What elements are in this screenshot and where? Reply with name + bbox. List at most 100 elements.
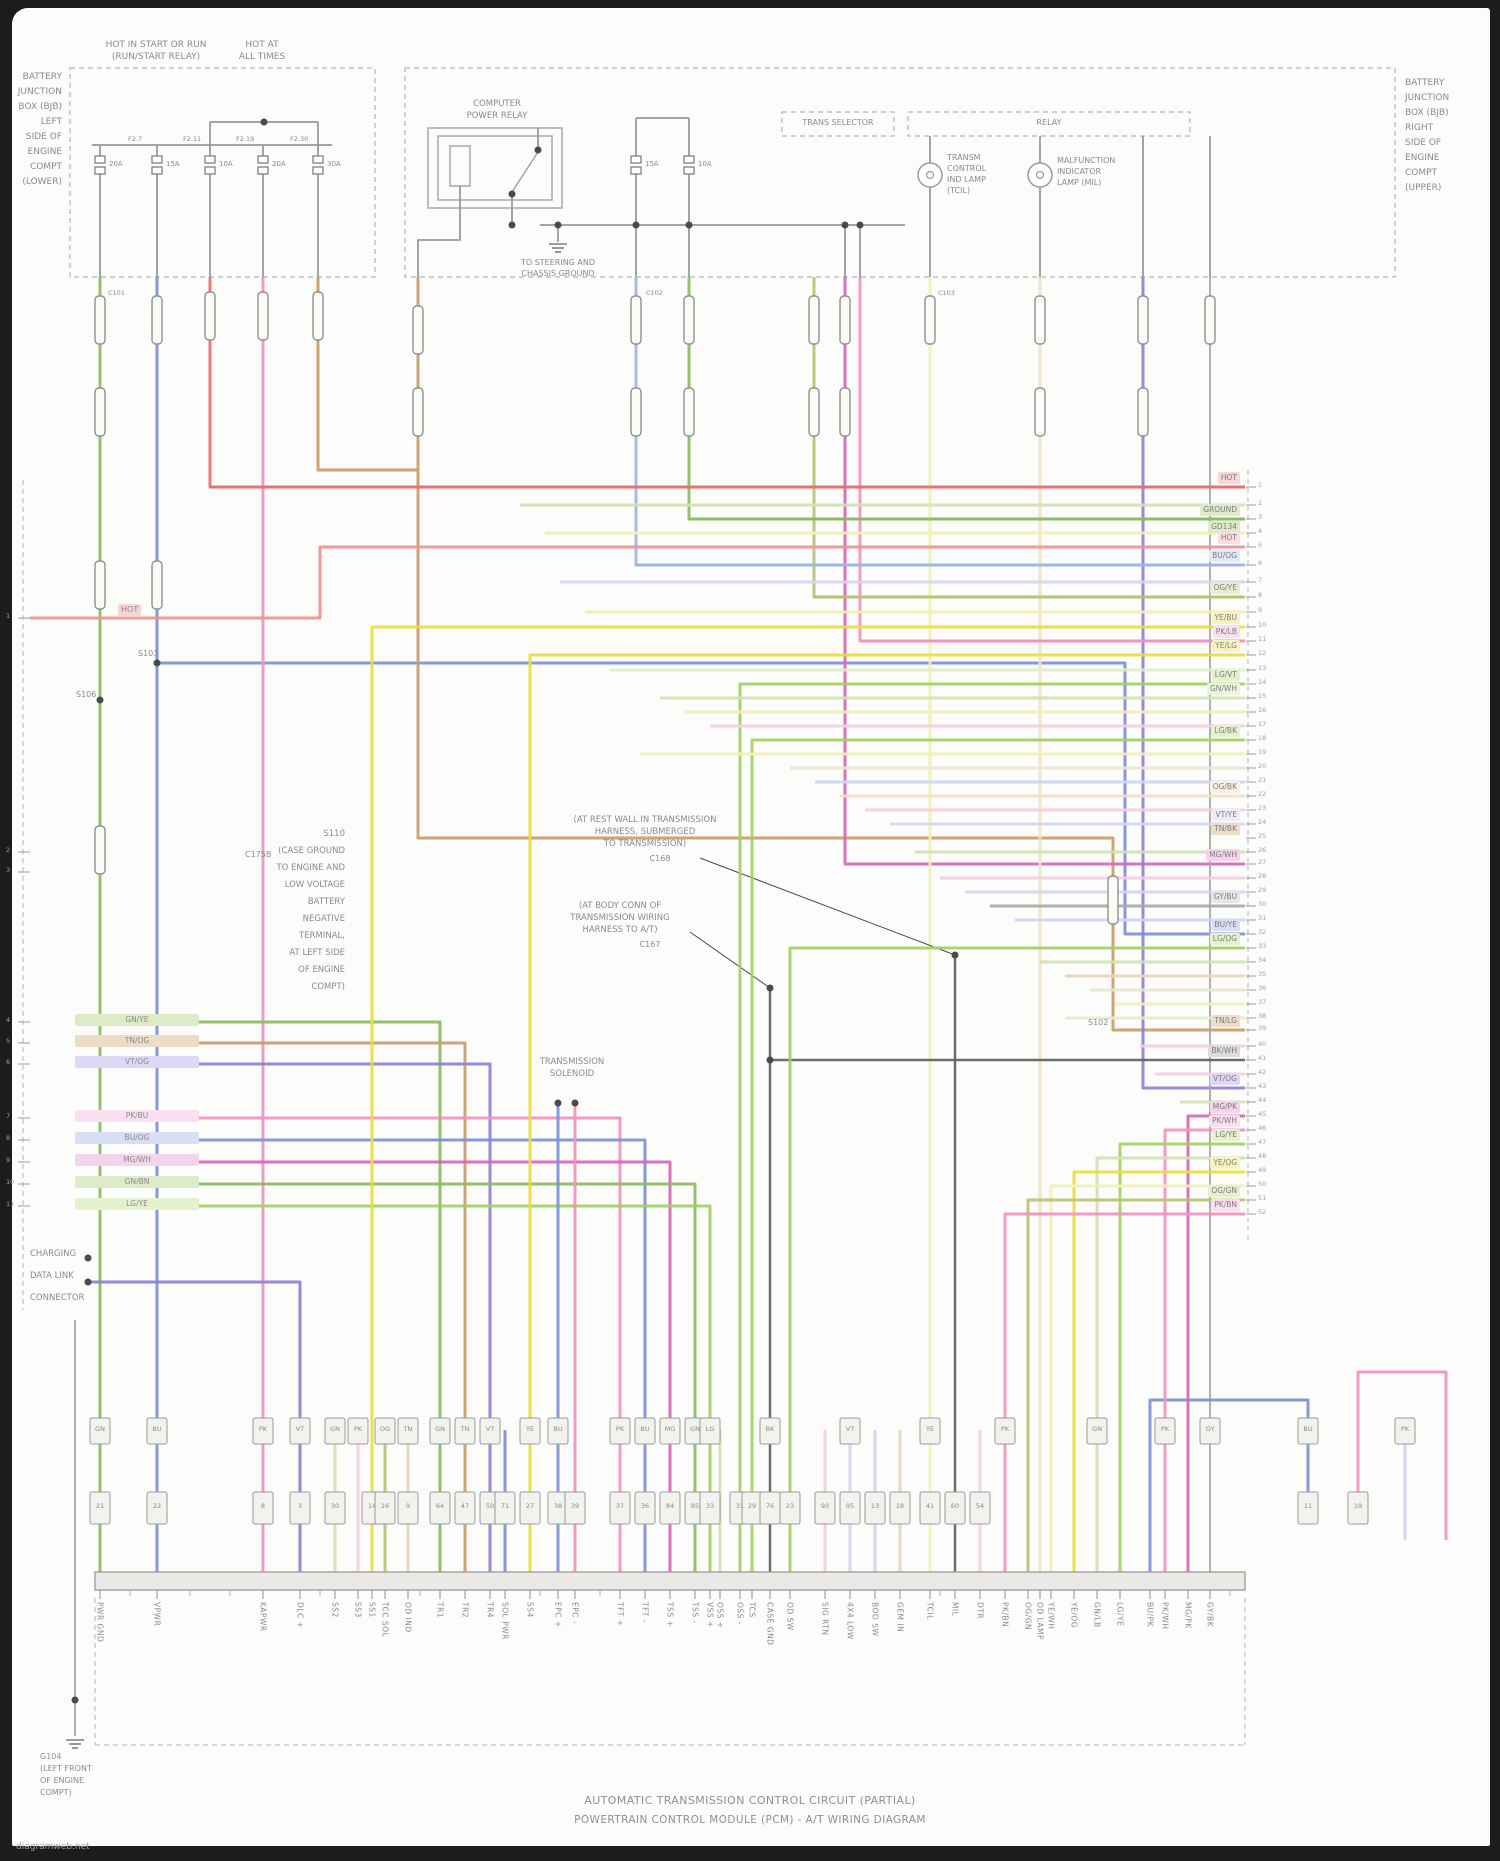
wire bbox=[1118, 1142, 1245, 1578]
wire bbox=[370, 625, 1245, 1578]
junction-dot bbox=[554, 1099, 562, 1107]
inline-connector-tag bbox=[374, 1491, 396, 1525]
wire bbox=[843, 277, 1245, 866]
inline-connector-symbol bbox=[1107, 875, 1119, 925]
inline-connector-tag bbox=[814, 1491, 836, 1525]
relay-box bbox=[427, 127, 563, 209]
inline-connector-tag bbox=[519, 1491, 541, 1525]
inline-connector-tag bbox=[839, 1491, 861, 1525]
inline-connector-tag bbox=[919, 1417, 941, 1445]
inline-connector-tag bbox=[146, 1491, 168, 1525]
pcm-connector-bar bbox=[94, 1571, 1246, 1591]
inline-connector-tag bbox=[547, 1417, 569, 1445]
inline-connector-symbol bbox=[151, 295, 163, 345]
wire bbox=[75, 1182, 697, 1578]
dashed-box bbox=[404, 67, 1396, 278]
inline-connector-tag bbox=[454, 1417, 476, 1445]
fuse-icon bbox=[94, 166, 106, 175]
lamp-icon bbox=[917, 162, 943, 188]
inline-connector-tag bbox=[741, 1491, 763, 1525]
inline-connector-tag bbox=[1394, 1417, 1416, 1445]
inline-connector-tag bbox=[969, 1491, 991, 1525]
junction-dot bbox=[766, 1056, 774, 1064]
dashed-box bbox=[781, 111, 895, 137]
inline-connector-symbol bbox=[312, 291, 324, 341]
fuse-icon bbox=[94, 155, 106, 164]
lamp-icon bbox=[1027, 162, 1053, 188]
fuse-icon bbox=[683, 166, 695, 175]
inline-connector-tag bbox=[347, 1417, 369, 1445]
inline-connector-tag bbox=[699, 1417, 721, 1445]
junction-dot bbox=[766, 984, 774, 992]
wire bbox=[1072, 1170, 1245, 1578]
inline-connector-tag bbox=[1154, 1417, 1176, 1445]
inline-connector-tag bbox=[89, 1491, 111, 1525]
inline-connector-tag bbox=[779, 1491, 801, 1525]
fuse-icon bbox=[630, 155, 642, 164]
inline-connector-tag bbox=[397, 1417, 419, 1445]
inline-connector-tag bbox=[146, 1417, 168, 1445]
wire bbox=[75, 1041, 467, 1578]
junction-dot bbox=[571, 1099, 579, 1107]
diagram-title: AUTOMATIC TRANSMISSION CONTROL CIRCUIT (… bbox=[0, 1794, 1500, 1826]
inline-connector-tag bbox=[252, 1417, 274, 1445]
inline-connector-tag bbox=[1297, 1491, 1319, 1525]
wire bbox=[416, 277, 1245, 1032]
wire bbox=[788, 946, 1245, 1578]
junction-dot bbox=[84, 1254, 92, 1262]
fuse-icon bbox=[151, 166, 163, 175]
wire bbox=[75, 1204, 712, 1578]
fuse-icon bbox=[683, 155, 695, 164]
junction-dot bbox=[260, 118, 268, 126]
junction-dot bbox=[71, 1696, 79, 1704]
inline-connector-symbol bbox=[924, 295, 936, 345]
inline-connector-tag bbox=[864, 1491, 886, 1525]
fuse-icon bbox=[312, 166, 324, 175]
inline-connector-tag bbox=[564, 1491, 586, 1525]
fuse-icon bbox=[151, 155, 163, 164]
wire bbox=[1148, 1398, 1310, 1578]
inline-connector-tag bbox=[699, 1491, 721, 1525]
inline-connector-tag bbox=[759, 1417, 781, 1445]
inline-connector-tag bbox=[944, 1491, 966, 1525]
diagram-title-line1: AUTOMATIC TRANSMISSION CONTROL CIRCUIT (… bbox=[584, 1794, 916, 1807]
wire bbox=[30, 545, 1245, 620]
inline-connector-symbol bbox=[683, 295, 695, 345]
relay-box bbox=[437, 135, 553, 201]
inline-connector-tag bbox=[324, 1491, 346, 1525]
wire bbox=[75, 1062, 492, 1578]
junction-dot bbox=[554, 221, 562, 229]
inline-connector-tag bbox=[634, 1417, 656, 1445]
inline-connector-tag bbox=[919, 1491, 941, 1525]
wire bbox=[750, 738, 1245, 1578]
watermark: diagramweb.net bbox=[16, 1842, 90, 1852]
inline-connector-symbol bbox=[94, 387, 106, 437]
inline-connector-symbol bbox=[94, 825, 106, 875]
junction-dot bbox=[508, 221, 516, 229]
inline-connector-tag bbox=[252, 1491, 274, 1525]
junction-dot bbox=[841, 221, 849, 229]
wire bbox=[1049, 1184, 1245, 1578]
wire bbox=[1356, 1370, 1448, 1540]
fuse-icon bbox=[204, 166, 216, 175]
inline-connector-tag bbox=[397, 1491, 419, 1525]
relay-box bbox=[449, 145, 471, 187]
inline-connector-tag bbox=[89, 1417, 111, 1445]
wire bbox=[812, 277, 1245, 599]
junction-dot bbox=[856, 221, 864, 229]
inline-connector-tag bbox=[479, 1417, 501, 1445]
inline-connector-tag bbox=[289, 1491, 311, 1525]
inline-connector-tag bbox=[1199, 1417, 1221, 1445]
junction-dot bbox=[96, 696, 104, 704]
diagram-title-line2: POWERTRAIN CONTROL MODULE (PCM) - A/T WI… bbox=[574, 1814, 926, 1826]
junction-dot bbox=[951, 951, 959, 959]
junction-dot bbox=[534, 146, 542, 154]
inline-connector-tag bbox=[374, 1417, 396, 1445]
wire bbox=[208, 277, 1245, 489]
inline-connector-tag bbox=[289, 1417, 311, 1445]
wire bbox=[157, 661, 1245, 936]
inline-connector-symbol bbox=[412, 305, 424, 355]
inline-connector-symbol bbox=[151, 560, 163, 610]
